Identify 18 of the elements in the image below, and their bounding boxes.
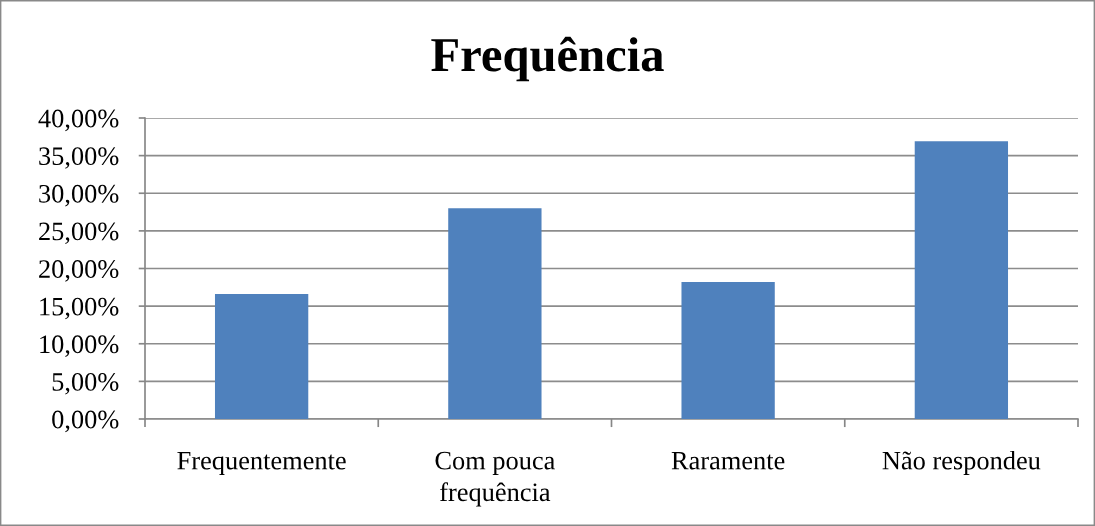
chart-title: Frequência [431, 36, 664, 82]
y-tick-label: 40,00% [38, 109, 119, 132]
y-tick-label: 5,00% [52, 372, 119, 395]
y-tick-label: 25,00% [39, 222, 119, 245]
bar [914, 141, 1009, 419]
bar [448, 208, 542, 419]
bar [214, 294, 309, 419]
y-tick-label: 30,00% [39, 184, 119, 207]
x-tick-label: Não respondeu [882, 450, 1041, 475]
y-tick-label: 0,00% [52, 410, 119, 433]
x-tick-label: Frequentemente [177, 451, 346, 475]
y-tick-label: 15,00% [40, 297, 119, 320]
x-tick-label: Raramente [671, 451, 785, 470]
bar [681, 282, 775, 419]
y-tick-label: 10,00% [40, 335, 119, 357]
y-tick-label: 35,00% [39, 147, 119, 169]
x-tick-label: Com pouca frequência [435, 451, 555, 507]
y-tick-label: 20,00% [39, 260, 119, 282]
